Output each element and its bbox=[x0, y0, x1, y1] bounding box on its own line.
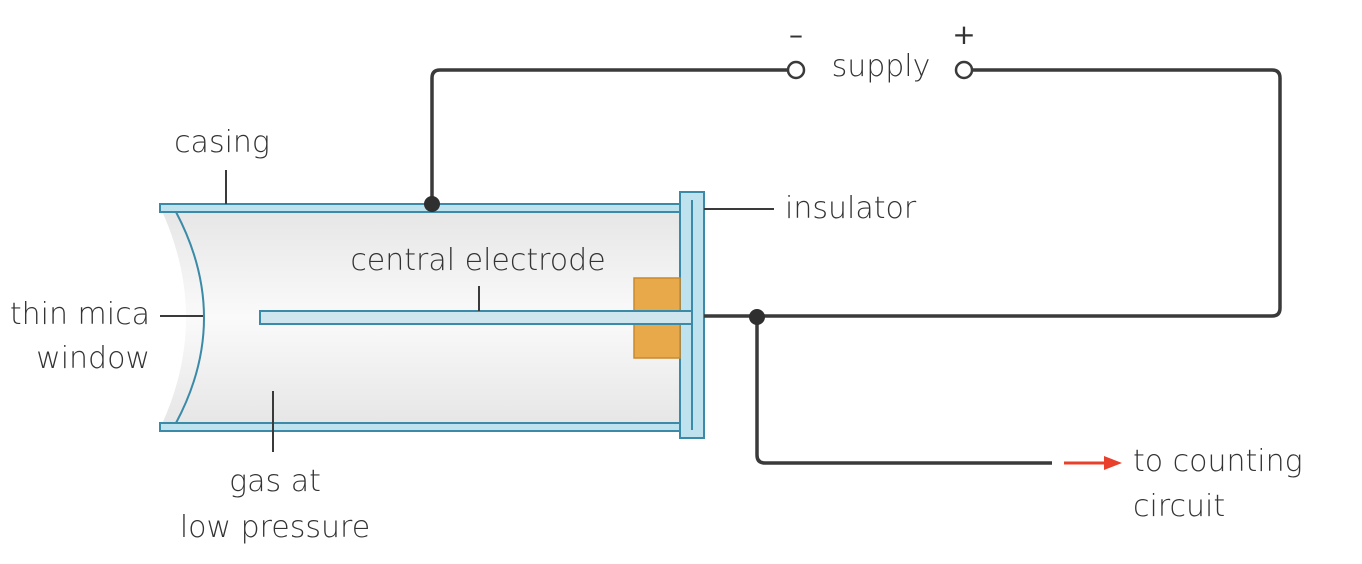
supply-positive-wire bbox=[704, 68, 1282, 318]
central-electrode-rod bbox=[259, 310, 693, 325]
supply-label: supply bbox=[832, 49, 931, 84]
casing-bottom-wall bbox=[159, 422, 683, 432]
plus-symbol: + bbox=[952, 18, 975, 51]
counting-label-line1: to counting bbox=[1133, 444, 1303, 479]
central-electrode-label: central electrode bbox=[350, 243, 605, 278]
window-label-line1: thin mica bbox=[10, 297, 150, 332]
mica-window bbox=[175, 211, 205, 424]
supply-negative-wire bbox=[430, 68, 788, 204]
casing-top-wall bbox=[159, 203, 683, 213]
casing-label: casing bbox=[174, 125, 270, 160]
insulator-label: insulator bbox=[785, 191, 917, 226]
minus-symbol: – bbox=[789, 18, 803, 51]
gas-label-line2: low pressure bbox=[180, 510, 370, 545]
window-label-line2: window bbox=[36, 341, 150, 376]
electrode-junction-dot bbox=[749, 309, 765, 325]
supply-positive-terminal bbox=[954, 60, 974, 80]
casing-junction-dot bbox=[424, 196, 440, 212]
counting-label-line2: circuit bbox=[1133, 489, 1225, 524]
gas-label-line1: gas at bbox=[229, 464, 321, 499]
supply-negative-terminal bbox=[786, 60, 806, 80]
counting-circuit-wire bbox=[755, 316, 1052, 465]
output-arrow-icon bbox=[1104, 456, 1122, 470]
